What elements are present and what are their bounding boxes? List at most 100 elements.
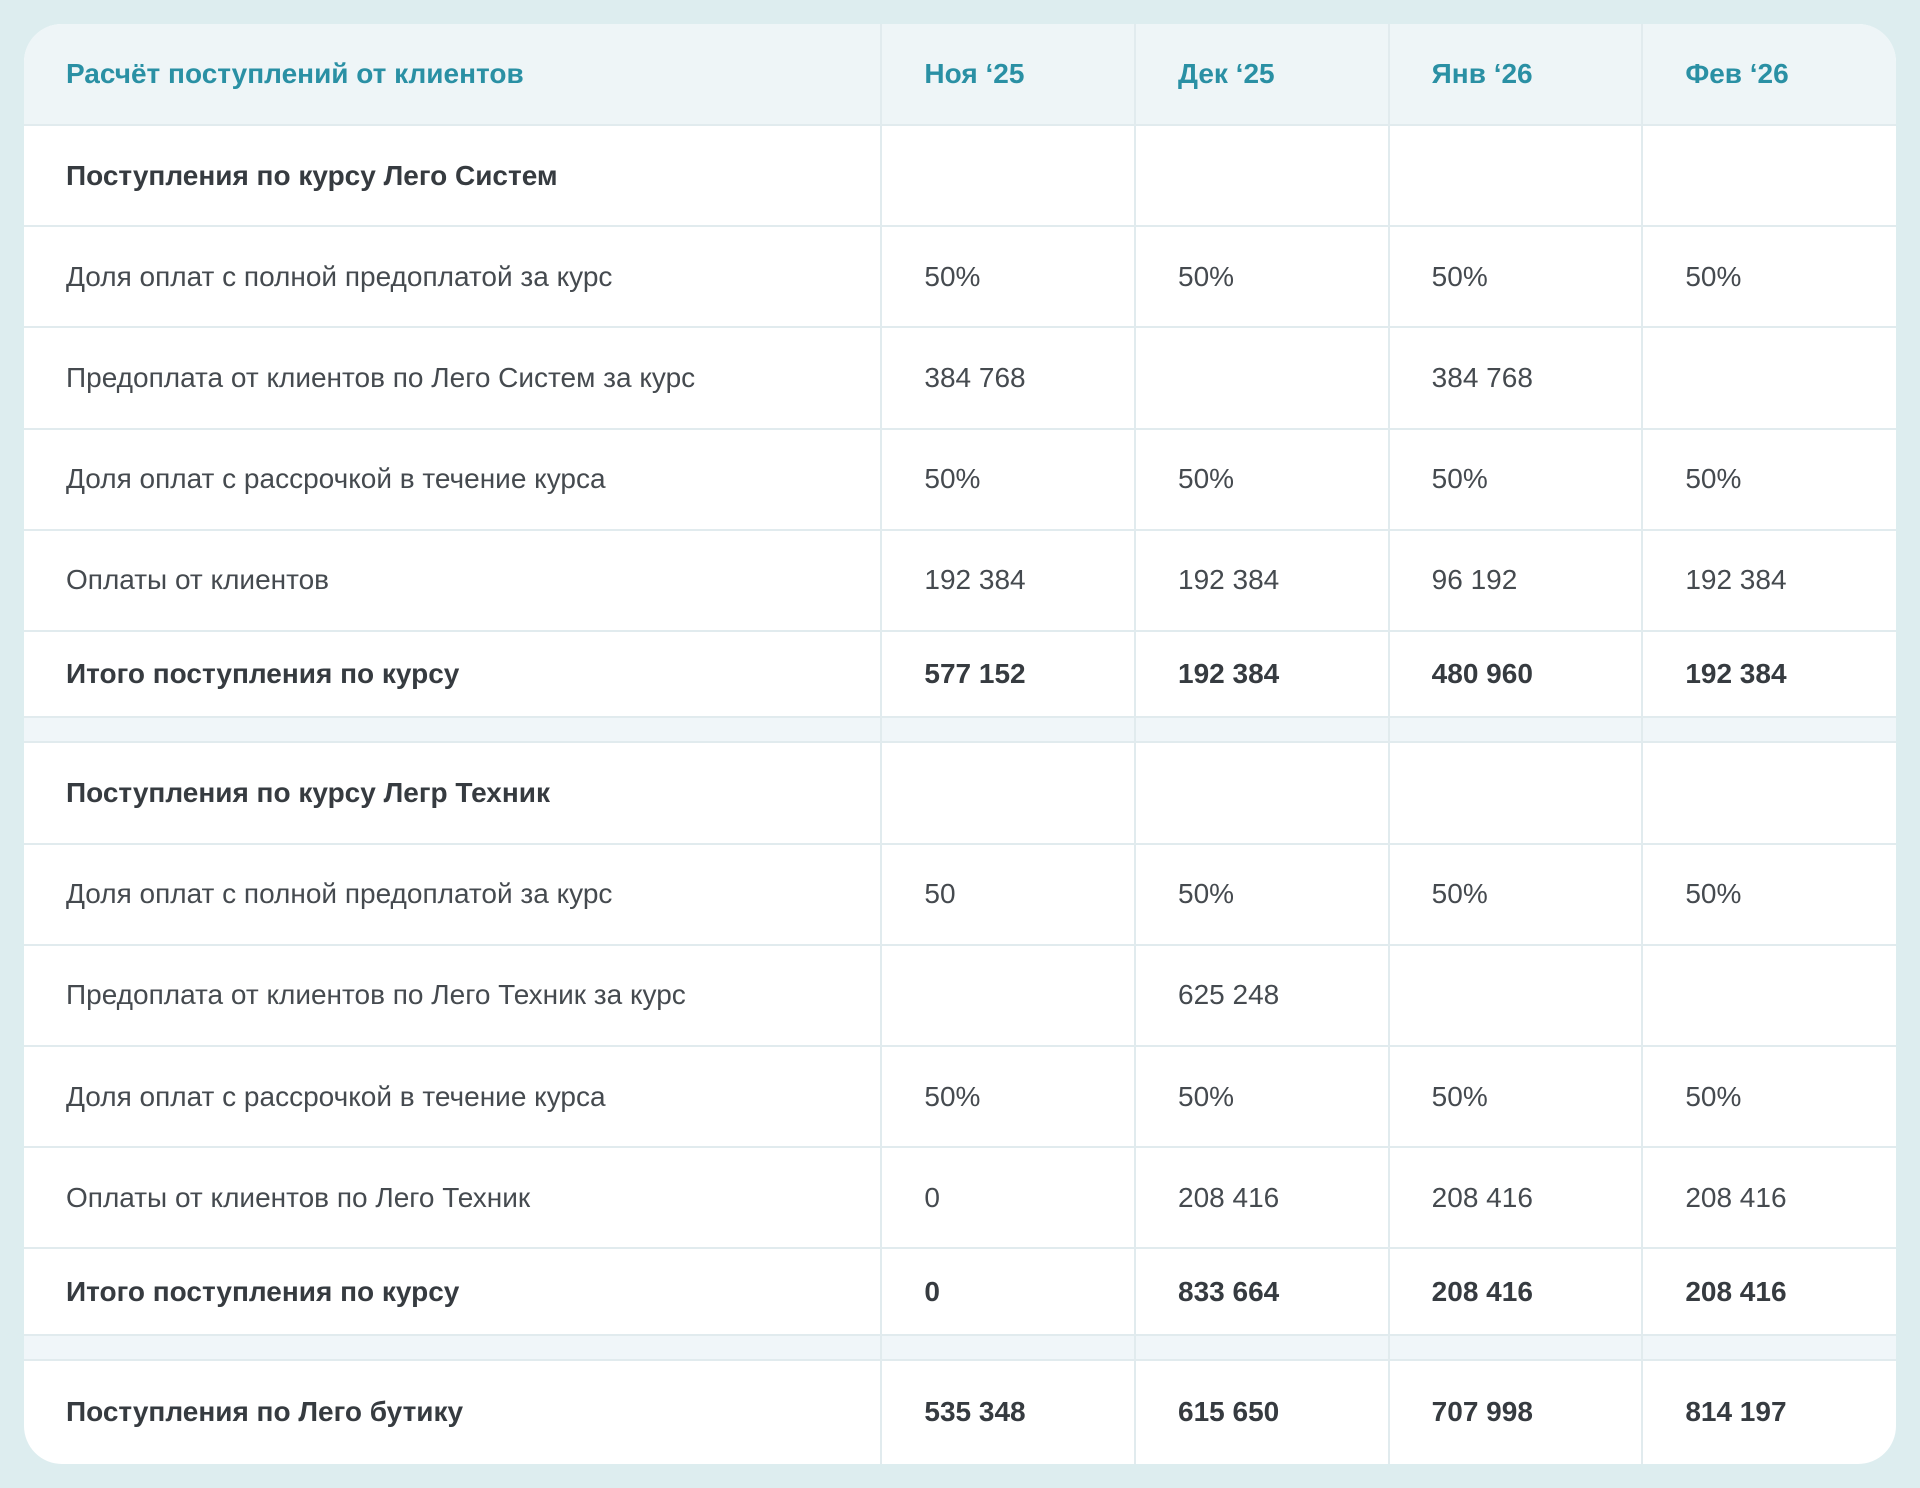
cell-value: 208 416 xyxy=(1387,1146,1643,1249)
table-row: Итого поступления по курсу 577 152 192 384… xyxy=(24,630,1896,718)
table-row: Доля оплат с рассрочкой в течение курса 5… xyxy=(24,427,1896,530)
row-label: Доля оплат с полной предоплатой за курс xyxy=(24,225,882,328)
cell-value: 50 xyxy=(880,842,1136,945)
separator-cell xyxy=(24,1333,882,1360)
separator-cell xyxy=(880,1333,1136,1360)
cell-value: 833 664 xyxy=(1134,1247,1389,1335)
row-label: Доля оплат с полной предоплатой за курс xyxy=(24,842,882,945)
cell-value xyxy=(1387,123,1643,227)
cell-value: 50% xyxy=(1134,225,1389,328)
cell-value: 192 384 xyxy=(1134,528,1389,632)
row-label: Итого поступления по курсу xyxy=(24,1247,882,1335)
separator-row xyxy=(24,1333,1896,1360)
cell-value: 50% xyxy=(1641,1044,1896,1148)
table-row: Предоплата от клиентов по Лего Техник за… xyxy=(24,943,1896,1046)
cell-value xyxy=(1641,943,1896,1046)
cell-value: 50% xyxy=(1387,427,1643,530)
table-row: Итого поступления по курсу 0 833 664 208 41… xyxy=(24,1247,1896,1335)
cell-value: 480 960 xyxy=(1387,630,1643,718)
table-row: Поступления по Лего бутику 535 348 615 650… xyxy=(24,1358,1896,1464)
cell-value xyxy=(1641,123,1896,227)
cell-value xyxy=(880,943,1136,1046)
table-row: Доля оплат с полной предоплатой за курс 5… xyxy=(24,225,1896,328)
table-header: Расчёт поступлений от клиентов Ноя ‘25 Д… xyxy=(24,24,1896,125)
separator-cell xyxy=(1641,1333,1896,1360)
row-label: Доля оплат с рассрочкой в течение курса xyxy=(24,427,882,530)
row-label: Поступления по Лего бутику xyxy=(24,1358,882,1464)
cell-value xyxy=(1134,123,1389,227)
cell-value: 577 152 xyxy=(880,630,1136,718)
table-body: Поступления по курсу Лего Систем Доля опл… xyxy=(24,123,1896,1464)
cell-value: 50% xyxy=(1134,427,1389,530)
table-row: Оплаты от клиентов 192 384 192 384 96 192 19… xyxy=(24,528,1896,632)
receipts-table: Расчёт поступлений от клиентов Ноя ‘25 Д… xyxy=(24,24,1896,1464)
separator-cell xyxy=(1387,1333,1643,1360)
cell-value: 192 384 xyxy=(1134,630,1389,718)
row-label: Оплаты от клиентов по Лего Техник xyxy=(24,1146,882,1249)
cell-value: 707 998 xyxy=(1387,1358,1643,1464)
header-row: Расчёт поступлений от клиентов Ноя ‘25 Д… xyxy=(24,24,1896,125)
cell-value: 0 xyxy=(880,1146,1136,1249)
cell-value: 50% xyxy=(1134,1044,1389,1148)
column-header: Ноя ‘25 xyxy=(880,24,1136,125)
table-row: Поступления по курсу Лего Систем xyxy=(24,123,1896,227)
cell-value: 50% xyxy=(1387,842,1643,945)
cell-value: 50% xyxy=(1387,1044,1643,1148)
table-row: Доля оплат с рассрочкой в течение курса 5… xyxy=(24,1044,1896,1148)
row-label: Оплаты от клиентов xyxy=(24,528,882,632)
cell-value: 208 416 xyxy=(1641,1146,1896,1249)
cell-value: 50% xyxy=(1641,842,1896,945)
cell-value: 625 248 xyxy=(1134,943,1389,1046)
table-row: Поступления по курсу Легр Техник xyxy=(24,741,1896,844)
separator-cell xyxy=(1387,716,1643,743)
cell-value xyxy=(1641,741,1896,844)
cell-value: 384 768 xyxy=(880,326,1136,429)
cell-value: 50% xyxy=(880,1044,1136,1148)
column-header: Фев ‘26 xyxy=(1641,24,1896,125)
table-row: Предоплата от клиентов по Лего Систем за… xyxy=(24,326,1896,429)
row-label: Доля оплат с рассрочкой в течение курса xyxy=(24,1044,882,1148)
cell-value: 192 384 xyxy=(1641,630,1896,718)
cell-value: 50% xyxy=(880,427,1136,530)
table-title: Расчёт поступлений от клиентов xyxy=(24,24,882,125)
cell-value xyxy=(1387,741,1643,844)
row-label: Предоплата от клиентов по Лего Техник за… xyxy=(24,943,882,1046)
table-card: Расчёт поступлений от клиентов Ноя ‘25 Д… xyxy=(24,24,1896,1464)
cell-value: 615 650 xyxy=(1134,1358,1389,1464)
row-label: Поступления по курсу Легр Техник xyxy=(24,741,882,844)
cell-value: 50% xyxy=(1641,427,1896,530)
cell-value: 208 416 xyxy=(1641,1247,1896,1335)
cell-value: 192 384 xyxy=(1641,528,1896,632)
separator-row xyxy=(24,716,1896,743)
cell-value: 208 416 xyxy=(1134,1146,1389,1249)
separator-cell xyxy=(1134,716,1389,743)
separator-cell xyxy=(1641,716,1896,743)
column-header: Янв ‘26 xyxy=(1387,24,1643,125)
cell-value xyxy=(880,741,1136,844)
cell-value xyxy=(1641,326,1896,429)
cell-value xyxy=(880,123,1136,227)
cell-value: 50% xyxy=(1134,842,1389,945)
cell-value xyxy=(1134,741,1389,844)
cell-value: 384 768 xyxy=(1387,326,1643,429)
table-row: Доля оплат с полной предоплатой за курс 5… xyxy=(24,842,1896,945)
cell-value xyxy=(1387,943,1643,1046)
separator-cell xyxy=(24,716,882,743)
cell-value: 96 192 xyxy=(1387,528,1643,632)
row-label: Итого поступления по курсу xyxy=(24,630,882,718)
cell-value: 814 197 xyxy=(1641,1358,1896,1464)
column-header: Дек ‘25 xyxy=(1134,24,1389,125)
cell-value xyxy=(1134,326,1389,429)
row-label: Предоплата от клиентов по Лего Систем за… xyxy=(24,326,882,429)
separator-cell xyxy=(1134,1333,1389,1360)
cell-value: 535 348 xyxy=(880,1358,1136,1464)
cell-value: 192 384 xyxy=(880,528,1136,632)
cell-value: 50% xyxy=(880,225,1136,328)
separator-cell xyxy=(880,716,1136,743)
row-label: Поступления по курсу Лего Систем xyxy=(24,123,882,227)
cell-value: 50% xyxy=(1387,225,1643,328)
cell-value: 50% xyxy=(1641,225,1896,328)
cell-value: 0 xyxy=(880,1247,1136,1335)
table-row: Оплаты от клиентов по Лего Техник 0 208 41… xyxy=(24,1146,1896,1249)
cell-value: 208 416 xyxy=(1387,1247,1643,1335)
